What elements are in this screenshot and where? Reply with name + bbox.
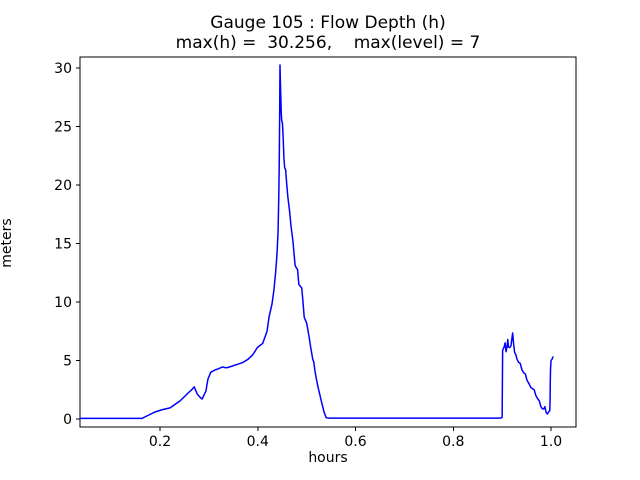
x-tick-label: 1.0 (540, 434, 562, 450)
x-tick-label: 0.8 (442, 434, 464, 450)
x-axis-label: hours (308, 450, 348, 466)
axis-tick-labels: 0.2 0.4 0.6 0.8 1.0 0 5 10 15 20 25 30 (54, 61, 562, 450)
y-tick-label: 20 (54, 178, 72, 194)
y-tick-label: 5 (63, 353, 72, 369)
chart-title: Gauge 105 : Flow Depth (h) (210, 13, 446, 33)
y-tick-label: 15 (54, 236, 72, 252)
axes-box (79, 56, 577, 428)
y-tick-label: 0 (63, 412, 72, 428)
chart-subtitle: max(h) = 30.256, max(level) = 7 (175, 33, 481, 53)
axis-ticks (76, 67, 552, 431)
x-tick-label: 0.6 (344, 434, 366, 450)
chart-title-block: Gauge 105 : Flow Depth (h) max(h) = 30.2… (80, 13, 576, 53)
y-axis-label: meters (0, 218, 15, 268)
y-tick-label: 10 (54, 295, 72, 311)
y-tick-label: 30 (54, 61, 72, 77)
flow-depth-line (79, 64, 554, 420)
x-tick-label: 0.2 (149, 434, 171, 450)
x-tick-label: 0.4 (247, 434, 269, 450)
y-tick-label: 25 (54, 119, 72, 135)
